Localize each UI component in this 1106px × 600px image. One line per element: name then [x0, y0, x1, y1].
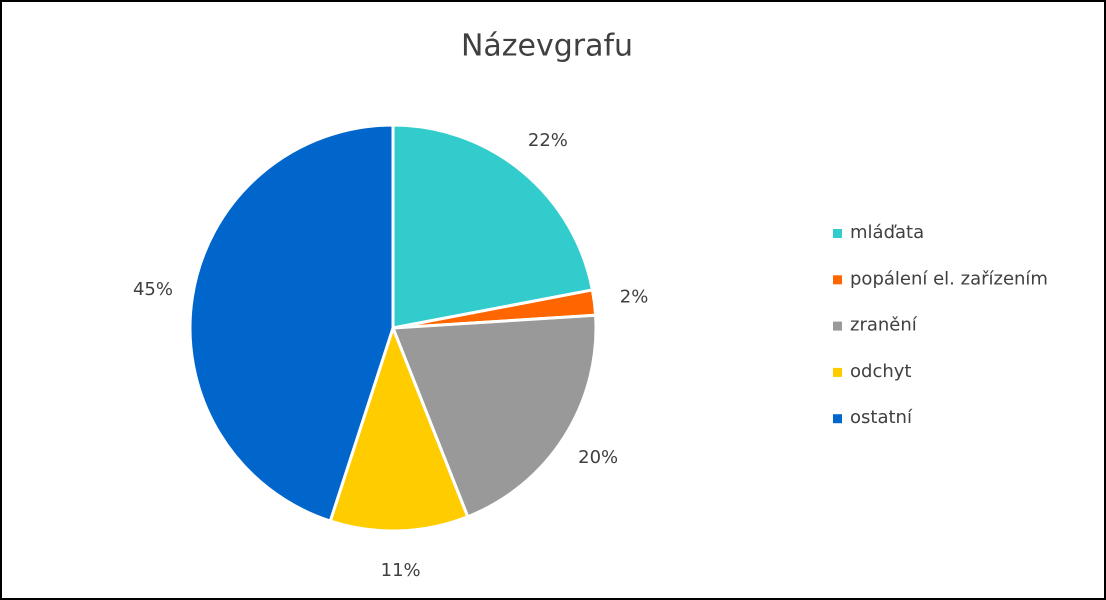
pie-slice: [390, 313, 598, 519]
legend-swatch: [833, 414, 842, 424]
data-label: 22%: [528, 130, 568, 151]
data-label: 2%: [620, 287, 649, 308]
legend-swatch: [833, 229, 842, 238]
pie-slice: [328, 323, 470, 533]
pie-slice: [391, 123, 595, 330]
legend-label: odchyt: [850, 361, 911, 382]
data-label: 20%: [578, 447, 618, 468]
data-label: 11%: [381, 560, 421, 581]
legend-swatch: [833, 321, 842, 331]
legend-label: ostatní: [850, 407, 913, 428]
legend-label: mláďata: [850, 222, 924, 243]
legend-label: popálení el. zařízením: [850, 268, 1048, 289]
legend-swatch: [833, 275, 842, 285]
pie-slice: [188, 123, 395, 523]
chart-title: Názevgrafu: [461, 29, 633, 64]
legend-swatch: [833, 367, 842, 377]
legend-label: zranění: [850, 315, 918, 336]
data-label: 45%: [133, 279, 173, 300]
